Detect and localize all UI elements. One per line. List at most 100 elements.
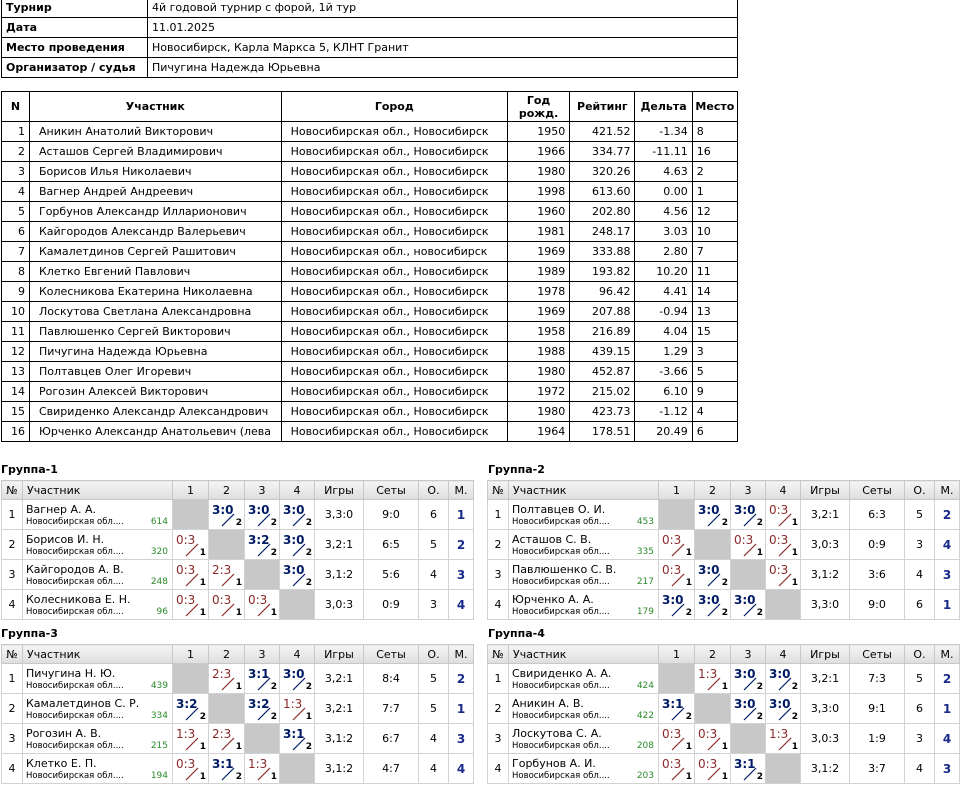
table-row: 9 Колесникова Екатерина Николаевна Новосиб…: [1, 281, 739, 302]
table-cell: Аникин Анатолий Викторович: [28, 121, 282, 142]
match-points: 1: [685, 548, 692, 558]
table-cell: 613.60: [569, 181, 636, 202]
sets-value: 6:3: [849, 499, 905, 530]
match-result: 0:3 1: [765, 559, 801, 590]
match-score: 0:3: [248, 593, 268, 607]
info-value: 11.01.2025: [147, 17, 738, 38]
match-points: 1: [305, 712, 312, 722]
table-cell: 4.56: [634, 201, 693, 222]
match-points: 1: [685, 742, 692, 752]
group-column-header: Игры: [800, 480, 850, 500]
player-name: Колесникова Е. Н.: [26, 592, 131, 606]
table-row: 14 Рогозин Алексей Викторович Новосибирска…: [1, 381, 739, 402]
player-rating: 215: [150, 740, 168, 751]
match-score: 2:3: [212, 727, 232, 741]
group-column-header: 1: [658, 480, 695, 500]
place-number: 4: [456, 597, 466, 612]
slash-icon: [184, 737, 200, 751]
table-cell: 1950: [506, 121, 571, 142]
match-points: 1: [791, 578, 798, 588]
table-cell: 9: [1, 281, 30, 302]
place-value: 3: [934, 559, 960, 590]
table-cell: Новосибирская обл., Новосибирск: [280, 341, 508, 362]
info-row: Турнир 4й годовой турнир с форой, 1й тур: [1, 0, 738, 18]
table-cell: 11: [1, 321, 30, 342]
table-cell: 13: [1, 361, 30, 382]
table-cell: 207.88: [569, 301, 636, 322]
player-rating: 422: [636, 710, 654, 721]
self-cell: [172, 499, 209, 530]
slash-icon: [742, 603, 758, 617]
place-number: 4: [456, 761, 466, 776]
match-points: 2: [721, 518, 728, 528]
table-row: 8 Клетко Евгений Павлович Новосибирская об…: [1, 261, 739, 282]
match-points: 2: [685, 712, 692, 722]
table-cell: 3: [691, 341, 739, 362]
info-value: Пичугина Надежда Юрьевна: [147, 57, 738, 78]
sets-value: 7:7: [363, 693, 419, 724]
table-cell: Новосибирская обл., Новосибирск: [280, 141, 508, 162]
table-row: 2 Асташов Сергей Владимирович Новосибирска…: [1, 141, 739, 162]
slash-icon: [291, 513, 307, 527]
place-number: 1: [456, 701, 466, 716]
place-number: 3: [456, 731, 466, 746]
group-column-header: 4: [279, 480, 315, 500]
player-rating: 96: [156, 606, 168, 617]
slash-icon: [670, 767, 686, 781]
player-rating: 179: [636, 606, 654, 617]
column-header: Город: [280, 91, 508, 122]
table-cell: 1981: [506, 221, 571, 242]
group-title: Группа-2: [488, 463, 545, 476]
table-cell: 1960: [506, 201, 571, 222]
match-points: 1: [199, 548, 206, 558]
table-cell: 15: [691, 321, 739, 342]
table-cell: Полтавцев Олег Игоревич: [28, 361, 282, 382]
player-city-line: Новосибирская обл.... 424: [512, 681, 658, 691]
table-cell: Асташов Сергей Владимирович: [28, 141, 282, 162]
self-cell: [658, 663, 695, 694]
match-result: 2:3 1: [208, 723, 245, 754]
player-name: Лоскутова С. А.: [512, 726, 602, 740]
slash-icon: [291, 707, 307, 721]
table-cell: -0.94: [634, 301, 693, 322]
group-column-header: М.: [448, 644, 474, 664]
group-column-header: 3: [244, 644, 280, 664]
games-value: 3,1:2: [314, 723, 364, 754]
games-value: 3,2:1: [314, 529, 364, 560]
slash-icon: [184, 767, 200, 781]
match-result: 0:3 1: [208, 589, 245, 620]
player-name: Борисов И. Н.: [26, 532, 105, 546]
group-row: 1 Вагнер А. А. Новосибирская обл.... 614 3:0…: [1, 499, 474, 530]
group-column-header: №: [487, 644, 509, 664]
row-number: 1: [487, 499, 509, 530]
slash-icon: [184, 707, 200, 721]
table-cell: 4: [1, 181, 30, 202]
match-points: 1: [721, 772, 728, 782]
match-result: 0:3 1: [172, 753, 209, 784]
row-number: 2: [487, 693, 509, 724]
match-points: 2: [235, 772, 242, 782]
games-value: 3,0:3: [800, 529, 850, 560]
group-column-header: 2: [208, 644, 245, 664]
slash-icon: [706, 737, 722, 751]
table-cell: 4.41: [634, 281, 693, 302]
table-cell: Новосибирская обл., Новосибирск: [280, 261, 508, 282]
match-points: 2: [756, 712, 763, 722]
table-cell: 14: [1, 381, 30, 402]
table-cell: 452.87: [569, 361, 636, 382]
match-score: 2:3: [212, 563, 232, 577]
slash-icon: [777, 677, 793, 691]
slash-icon: [670, 543, 686, 557]
table-cell: 1969: [506, 241, 571, 262]
player-name: Рогозин А. В.: [26, 726, 102, 740]
table-row: 1 Аникин Анатолий Викторович Новосибирская…: [1, 121, 739, 142]
group-row: 1 Пичугина Н. Ю. Новосибирская обл.... 439 2…: [1, 663, 474, 694]
player-cell: Рогозин А. В. Новосибирская обл.... 215: [22, 723, 173, 754]
match-score: 3:0: [212, 503, 234, 517]
column-header: Рейтинг: [569, 91, 636, 122]
self-cell: [694, 693, 731, 724]
match-result: 3:0 2: [694, 559, 731, 590]
player-name: Вагнер А. А.: [26, 502, 97, 516]
points-value: 4: [904, 753, 935, 784]
table-row: 3 Борисов Илья Николаевич Новосибирская об…: [1, 161, 739, 182]
